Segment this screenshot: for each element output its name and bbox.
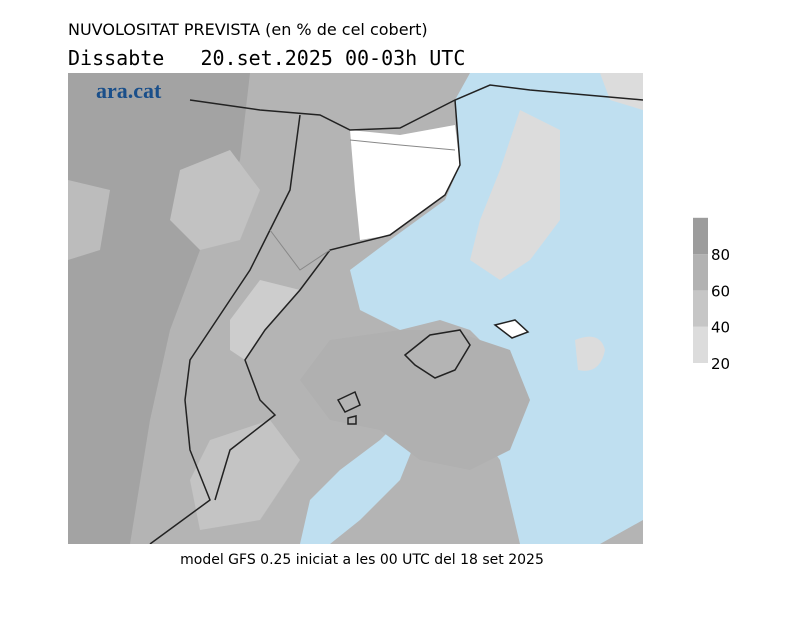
- colorbar-label: 20: [711, 355, 730, 373]
- logo: ara.cat: [96, 78, 162, 103]
- colorbar-label: 80: [711, 246, 730, 264]
- colorbar-label: 40: [711, 319, 730, 337]
- map: ara.cat: [68, 73, 643, 544]
- colorbar-segment: [693, 217, 708, 255]
- colorbar-segment: [693, 290, 708, 327]
- colorbar-segment: [693, 326, 708, 363]
- colorbar-label: 60: [711, 282, 730, 300]
- title: NUVOLOSITAT PREVISTA (en % de cel cobert…: [68, 20, 428, 39]
- footer: model GFS 0.25 iniciat a les 00 UTC del …: [180, 552, 544, 568]
- colorbar-segment: [693, 254, 708, 291]
- colorbar: 20 40 60 80: [693, 217, 730, 373]
- subtitle: Dissabte 20.set.2025 00-03h UTC: [68, 46, 465, 70]
